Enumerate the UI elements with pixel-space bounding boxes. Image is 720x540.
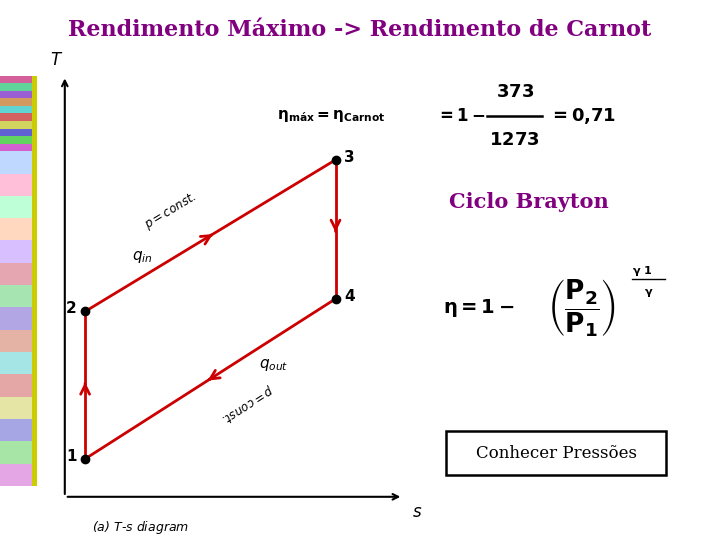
Text: Conhecer Pressões: Conhecer Pressões bbox=[476, 444, 636, 462]
Bar bbox=[0, 263, 32, 285]
Text: $\mathbf{\gamma\ 1}$: $\mathbf{\gamma\ 1}$ bbox=[632, 264, 652, 278]
Text: 2: 2 bbox=[66, 301, 76, 316]
Text: $\mathbf{1273}$: $\mathbf{1273}$ bbox=[490, 131, 540, 149]
Bar bbox=[0, 83, 32, 91]
Bar bbox=[0, 330, 32, 352]
Bar bbox=[0, 307, 32, 330]
Bar bbox=[0, 352, 32, 374]
Bar bbox=[0, 374, 32, 397]
Bar bbox=[0, 136, 32, 144]
Bar bbox=[0, 464, 32, 486]
FancyBboxPatch shape bbox=[446, 431, 666, 475]
Text: (a) $T$-$s$ diagram: (a) $T$-$s$ diagram bbox=[92, 519, 189, 536]
Text: $q_{in}$: $q_{in}$ bbox=[132, 249, 152, 265]
Bar bbox=[0, 196, 32, 218]
Text: Ciclo Brayton: Ciclo Brayton bbox=[449, 192, 609, 213]
Text: $\mathbf{= 0{,}71}$: $\mathbf{= 0{,}71}$ bbox=[549, 106, 616, 126]
Bar bbox=[0, 76, 32, 83]
Text: $\mathbf{= 1 -}$: $\mathbf{= 1 -}$ bbox=[436, 107, 485, 125]
Bar bbox=[0, 441, 32, 464]
Text: 4: 4 bbox=[344, 289, 355, 303]
Bar bbox=[0, 144, 32, 151]
Bar bbox=[0, 151, 32, 173]
Bar bbox=[0, 113, 32, 121]
Text: $T$: $T$ bbox=[50, 51, 63, 69]
Text: Rendimento Máximo -> Rendimento de Carnot: Rendimento Máximo -> Rendimento de Carno… bbox=[68, 19, 652, 40]
Text: $p = const.$: $p = const.$ bbox=[217, 381, 275, 426]
Bar bbox=[0, 419, 32, 441]
Bar bbox=[0, 173, 32, 196]
Bar bbox=[0, 218, 32, 240]
Bar bbox=[32, 76, 37, 486]
Text: $\left(\dfrac{\mathbf{P_2}}{\mathbf{P_1}}\right)$: $\left(\dfrac{\mathbf{P_2}}{\mathbf{P_1}… bbox=[547, 277, 616, 339]
Text: 3: 3 bbox=[344, 150, 355, 165]
Bar bbox=[0, 285, 32, 307]
Text: $\mathbf{373}$: $\mathbf{373}$ bbox=[495, 83, 534, 101]
Bar bbox=[0, 129, 32, 136]
Bar bbox=[0, 106, 32, 113]
Text: $q_{out}$: $q_{out}$ bbox=[259, 357, 289, 373]
Text: $\mathbf{\eta_{m\acute{a}x} = \eta_{Carnot}}$: $\mathbf{\eta_{m\acute{a}x} = \eta_{Carn… bbox=[277, 108, 386, 124]
Text: $\mathbf{\eta = 1 -}$: $\mathbf{\eta = 1 -}$ bbox=[443, 297, 514, 319]
Text: $s$: $s$ bbox=[412, 503, 422, 521]
Text: $\mathbf{\gamma}$: $\mathbf{\gamma}$ bbox=[644, 287, 654, 299]
Bar bbox=[0, 240, 32, 263]
Text: $p = const.$: $p = const.$ bbox=[142, 190, 199, 233]
Bar bbox=[0, 397, 32, 419]
Bar bbox=[0, 91, 32, 98]
Text: 1: 1 bbox=[66, 449, 76, 464]
Bar bbox=[0, 121, 32, 129]
Bar bbox=[0, 98, 32, 106]
